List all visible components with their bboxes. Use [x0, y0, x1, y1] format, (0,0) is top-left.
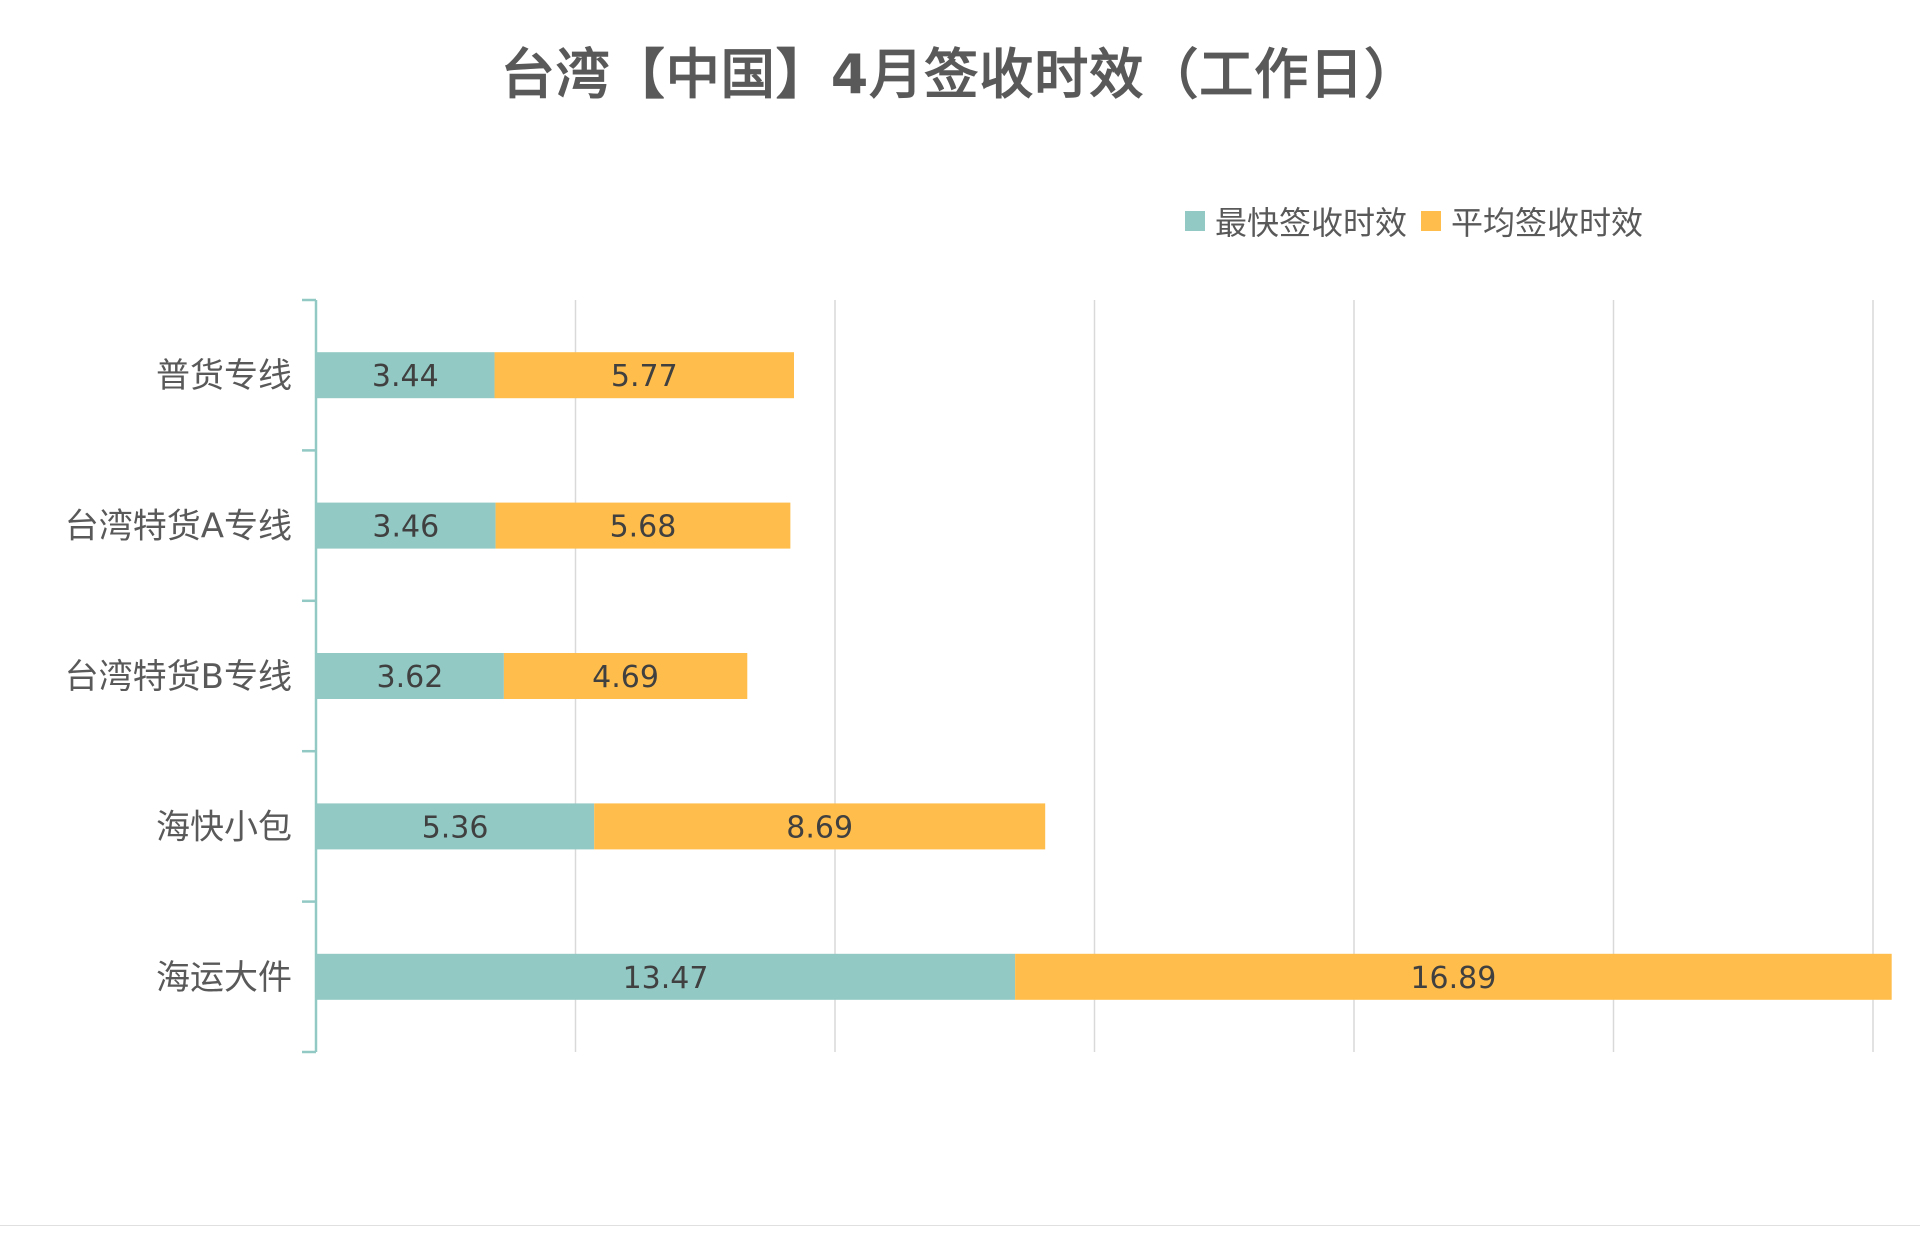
chart-title: 台湾【中国】4月签收时效（工作日）: [500, 43, 1420, 106]
bar-fastest: [316, 502, 496, 549]
data-label: 4.69: [592, 660, 659, 695]
category-label: 台湾特货A专线: [65, 507, 292, 547]
data-label: 16.89: [1410, 961, 1496, 996]
legend-label-fastest: 最快签收时效: [1215, 204, 1408, 242]
legend: 最快签收时效 平均签收时效: [1185, 198, 1657, 244]
bar-average: [495, 502, 791, 549]
bar-average: [503, 653, 748, 699]
category-label: 台湾特货B专线: [65, 657, 292, 697]
data-label: 3.46: [372, 510, 439, 545]
data-label: 5.36: [422, 810, 489, 845]
bar-fastest: [316, 352, 495, 399]
bar-fastest: [316, 653, 504, 699]
legend-swatch-fastest: [1185, 211, 1205, 231]
bar-average: [594, 803, 1046, 850]
data-label: 5.77: [611, 359, 678, 394]
legend-item-average: 平均签收时效: [1421, 198, 1643, 244]
data-label: 8.69: [786, 810, 853, 845]
bar-average: [494, 352, 794, 399]
category-label: 海运大件: [156, 958, 292, 998]
bar-average: [1015, 953, 1892, 1000]
category-label: 普货专线: [156, 356, 292, 396]
data-label: 5.68: [610, 510, 677, 545]
legend-item-fastest: 最快签收时效: [1185, 198, 1407, 244]
bar-fastest: [316, 953, 1016, 1000]
plot-area: 普货专线 3.44 5.77 台湾特货A专线 3.46 5.68 台湾特货B专线 3.62 4.…: [65, 298, 1892, 1054]
bar-fastest: [316, 803, 595, 850]
legend-swatch-average: [1421, 211, 1442, 231]
category-label: 海快小包: [156, 807, 292, 847]
data-label: 3.44: [372, 359, 439, 394]
data-label: 13.47: [623, 961, 709, 996]
data-label: 3.62: [377, 660, 444, 695]
legend-label-average: 平均签收时效: [1451, 204, 1644, 242]
